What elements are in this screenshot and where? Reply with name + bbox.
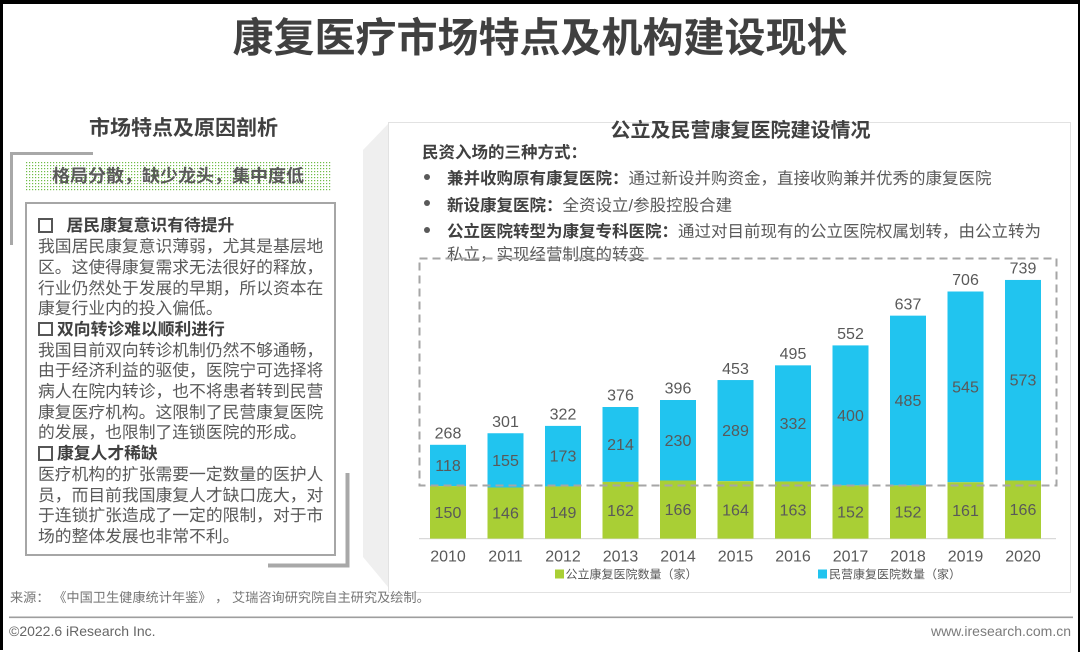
svg-text:166: 166 xyxy=(1010,502,1037,519)
svg-text:230: 230 xyxy=(665,433,692,450)
svg-text:150: 150 xyxy=(435,505,462,522)
svg-text:2016: 2016 xyxy=(775,549,811,566)
svg-text:152: 152 xyxy=(895,505,922,522)
svg-text:161: 161 xyxy=(952,503,979,520)
svg-text:166: 166 xyxy=(665,502,692,519)
svg-text:163: 163 xyxy=(780,503,807,520)
svg-text:民营康复医院数量（家）: 民营康复医院数量（家） xyxy=(829,568,961,582)
svg-text:301: 301 xyxy=(492,414,519,431)
svg-text:152: 152 xyxy=(837,505,864,522)
svg-text:400: 400 xyxy=(837,408,864,425)
svg-text:545: 545 xyxy=(952,379,979,396)
svg-text:162: 162 xyxy=(607,503,634,520)
svg-text:2013: 2013 xyxy=(603,549,639,566)
svg-text:2018: 2018 xyxy=(890,549,926,566)
svg-text:485: 485 xyxy=(895,393,922,410)
svg-text:2015: 2015 xyxy=(718,549,754,566)
svg-text:118: 118 xyxy=(435,458,461,475)
svg-text:173: 173 xyxy=(550,449,577,466)
svg-text:396: 396 xyxy=(665,381,692,398)
svg-text:637: 637 xyxy=(895,296,922,313)
svg-text:289: 289 xyxy=(722,423,749,440)
svg-text:2017: 2017 xyxy=(833,549,869,566)
svg-text:495: 495 xyxy=(780,346,807,363)
svg-text:155: 155 xyxy=(492,453,519,470)
svg-text:332: 332 xyxy=(780,416,807,433)
svg-text:2014: 2014 xyxy=(660,549,696,566)
svg-text:453: 453 xyxy=(722,361,749,378)
svg-text:322: 322 xyxy=(550,407,577,424)
svg-text:146: 146 xyxy=(492,506,519,523)
svg-text:706: 706 xyxy=(952,272,979,289)
svg-text:2010: 2010 xyxy=(430,549,466,566)
svg-text:2012: 2012 xyxy=(545,549,581,566)
svg-text:376: 376 xyxy=(607,388,634,405)
svg-text:164: 164 xyxy=(722,502,749,519)
svg-text:2020: 2020 xyxy=(1005,549,1041,566)
svg-text:149: 149 xyxy=(550,505,577,522)
svg-text:公立康复医院数量（家）: 公立康复医院数量（家） xyxy=(566,568,698,582)
svg-text:573: 573 xyxy=(1010,373,1037,390)
svg-text:552: 552 xyxy=(837,326,864,343)
svg-text:2019: 2019 xyxy=(948,549,984,566)
svg-text:268: 268 xyxy=(435,426,462,443)
svg-text:739: 739 xyxy=(1010,261,1037,278)
svg-text:214: 214 xyxy=(607,437,634,454)
svg-text:2011: 2011 xyxy=(488,549,523,566)
